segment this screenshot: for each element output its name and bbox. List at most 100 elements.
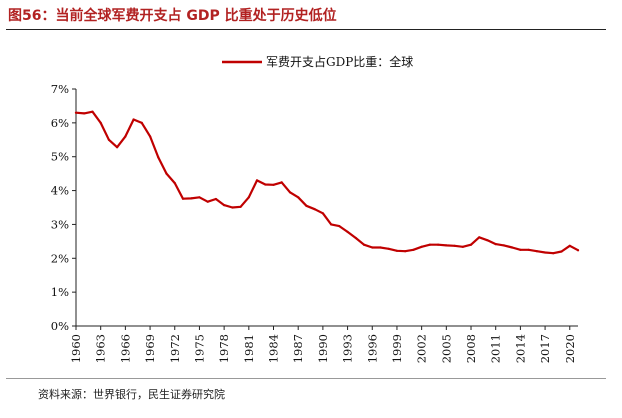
data-point xyxy=(379,246,382,249)
data-point xyxy=(445,244,448,247)
data-point xyxy=(313,208,316,211)
x-tick-label: 1960 xyxy=(69,334,83,363)
y-tick-label: 0% xyxy=(51,319,69,333)
y-tick-label: 4% xyxy=(51,184,69,198)
data-point xyxy=(494,243,497,246)
series-line xyxy=(74,110,580,255)
data-point xyxy=(560,250,563,253)
y-axis: 0% 1% 2% 3% 4% 5% 6% 7% xyxy=(51,82,76,333)
legend-label: 军费开支占GDP比重：全球 xyxy=(266,54,413,69)
y-tick-label: 6% xyxy=(51,116,69,130)
data-point xyxy=(288,191,292,194)
data-point xyxy=(461,245,464,248)
data-point xyxy=(404,250,407,253)
x-tick-label: 2017 xyxy=(538,334,552,363)
x-tick-label: 1966 xyxy=(118,334,132,363)
x-tick-label: 1975 xyxy=(192,334,206,363)
x-tick-label: 2020 xyxy=(563,334,577,363)
x-tick-label: 2005 xyxy=(439,334,453,363)
data-point xyxy=(544,251,547,254)
data-point xyxy=(371,246,374,249)
data-point xyxy=(519,248,522,251)
y-tick-label: 7% xyxy=(51,82,69,96)
x-tick-label: 1996 xyxy=(365,334,379,363)
x-tick-label: 2011 xyxy=(489,334,503,363)
data-point xyxy=(346,230,349,233)
data-point xyxy=(321,212,324,215)
data-point xyxy=(198,196,201,199)
data-point xyxy=(527,248,530,251)
figure-title: 图56：当前全球军费开支占 GDP 比重处于历史低位 xyxy=(8,8,337,24)
data-point xyxy=(330,223,333,226)
data-point xyxy=(453,244,456,247)
x-tick-label: 1987 xyxy=(291,334,305,363)
data-point xyxy=(437,243,440,246)
x-tick-label: 1993 xyxy=(341,334,355,363)
data-point xyxy=(206,200,209,203)
data-point xyxy=(469,243,473,246)
x-tick-label: 1981 xyxy=(242,334,256,363)
data-point xyxy=(338,225,341,228)
data-point xyxy=(74,111,78,114)
x-tick-label: 1984 xyxy=(267,334,281,363)
data-point xyxy=(116,146,119,149)
x-tick-label: 2002 xyxy=(415,334,429,363)
data-point xyxy=(387,247,390,250)
x-tick-label: 1990 xyxy=(316,334,330,363)
data-point xyxy=(132,118,135,121)
x-tick-label: 1978 xyxy=(217,334,231,363)
data-point xyxy=(552,252,555,255)
data-point xyxy=(412,248,415,251)
title-divider xyxy=(6,29,606,30)
footer-divider xyxy=(6,378,606,379)
x-axis: 1960 1963 1966 1969 1972 1975 1978 1981 1984 1987… xyxy=(69,326,577,363)
x-tick-label: 1969 xyxy=(143,334,157,363)
data-point xyxy=(272,183,275,186)
data-point xyxy=(223,204,226,207)
x-tick-label: 1972 xyxy=(168,334,182,363)
data-point xyxy=(140,121,143,124)
data-point xyxy=(511,246,514,249)
source-note: 资料来源：世界银行，民生证券研究院 xyxy=(38,388,225,401)
data-point xyxy=(478,236,481,239)
x-tick-label: 2008 xyxy=(464,334,478,363)
data-point xyxy=(149,135,152,138)
data-point xyxy=(165,172,168,175)
x-tick-label: 2014 xyxy=(513,334,527,363)
data-point xyxy=(535,250,539,253)
series-layer xyxy=(74,110,580,255)
data-point xyxy=(576,249,580,252)
x-tick-label: 1963 xyxy=(94,334,108,363)
y-tick-label: 1% xyxy=(51,285,69,299)
y-tick-label: 3% xyxy=(51,217,69,231)
data-point xyxy=(124,135,127,138)
data-point xyxy=(362,243,366,246)
data-point xyxy=(83,112,86,115)
data-point xyxy=(181,197,185,200)
data-point xyxy=(107,138,110,141)
data-point xyxy=(428,243,431,246)
data-point xyxy=(568,244,571,247)
data-point xyxy=(247,196,250,199)
data-point xyxy=(280,181,283,184)
data-point xyxy=(264,183,267,186)
x-tick-label: 1999 xyxy=(390,334,404,363)
data-point xyxy=(255,179,259,182)
data-point xyxy=(395,249,399,252)
data-point xyxy=(420,245,423,248)
data-point xyxy=(354,236,357,240)
data-point xyxy=(502,244,505,247)
data-point xyxy=(190,197,193,200)
data-point xyxy=(305,204,308,207)
data-point xyxy=(231,206,234,209)
data-point xyxy=(214,197,217,201)
data-point xyxy=(239,205,242,208)
data-point xyxy=(91,110,94,113)
data-point xyxy=(157,156,160,159)
data-point xyxy=(486,239,489,242)
axes xyxy=(75,89,578,327)
y-tick-label: 5% xyxy=(51,150,69,164)
data-point xyxy=(173,182,176,185)
legend: 军费开支占GDP比重：全球 xyxy=(222,54,413,69)
